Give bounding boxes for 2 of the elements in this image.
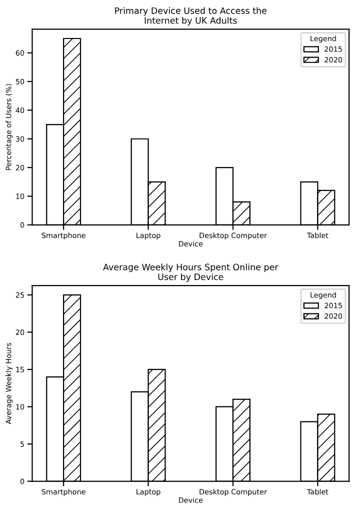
chart-title: Average Weekly Hours Spent Online per User by Device <box>103 264 278 282</box>
chart-title: Primary Device Used to Access the Internet by UK Adults <box>115 7 266 26</box>
